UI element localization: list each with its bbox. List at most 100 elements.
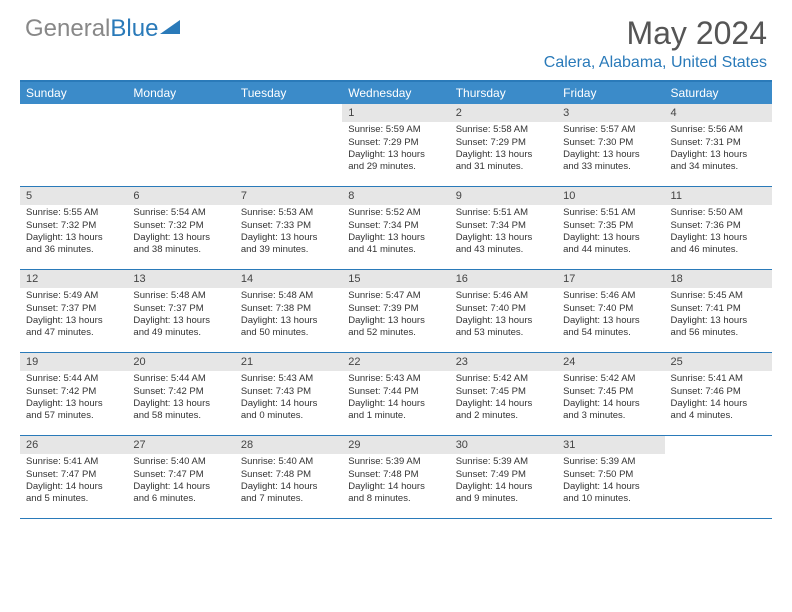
calendar-cell: 13Sunrise: 5:48 AMSunset: 7:37 PMDayligh… bbox=[127, 270, 234, 352]
day-number: 28 bbox=[235, 436, 342, 454]
cell-line: Sunrise: 5:44 AM bbox=[26, 373, 121, 385]
cell-line: and 47 minutes. bbox=[26, 327, 121, 339]
day-header: Sunday bbox=[20, 82, 127, 104]
cell-line: Sunset: 7:48 PM bbox=[348, 469, 443, 481]
week-row: 12Sunrise: 5:49 AMSunset: 7:37 PMDayligh… bbox=[20, 270, 772, 353]
cell-line: Sunset: 7:30 PM bbox=[563, 137, 658, 149]
cell-line: Daylight: 14 hours bbox=[456, 481, 551, 493]
cell-body: Sunrise: 5:48 AMSunset: 7:38 PMDaylight:… bbox=[235, 288, 342, 343]
cell-line: and 8 minutes. bbox=[348, 493, 443, 505]
cell-line: Daylight: 13 hours bbox=[563, 232, 658, 244]
day-number: 26 bbox=[20, 436, 127, 454]
calendar-cell: 28Sunrise: 5:40 AMSunset: 7:48 PMDayligh… bbox=[235, 436, 342, 518]
calendar-cell: 15Sunrise: 5:47 AMSunset: 7:39 PMDayligh… bbox=[342, 270, 449, 352]
cell-line: Sunset: 7:49 PM bbox=[456, 469, 551, 481]
cell-line: Sunset: 7:42 PM bbox=[26, 386, 121, 398]
cell-line: Sunrise: 5:54 AM bbox=[133, 207, 228, 219]
cell-line: and 6 minutes. bbox=[133, 493, 228, 505]
calendar-cell: 22Sunrise: 5:43 AMSunset: 7:44 PMDayligh… bbox=[342, 353, 449, 435]
cell-body bbox=[127, 122, 234, 128]
day-number: 15 bbox=[342, 270, 449, 288]
cell-line: Sunrise: 5:53 AM bbox=[241, 207, 336, 219]
cell-body: Sunrise: 5:56 AMSunset: 7:31 PMDaylight:… bbox=[665, 122, 772, 177]
calendar-cell: 7Sunrise: 5:53 AMSunset: 7:33 PMDaylight… bbox=[235, 187, 342, 269]
day-number: 19 bbox=[20, 353, 127, 371]
cell-line: and 9 minutes. bbox=[456, 493, 551, 505]
cell-line: and 1 minute. bbox=[348, 410, 443, 422]
cell-body bbox=[20, 122, 127, 128]
cell-line: Sunrise: 5:45 AM bbox=[671, 290, 766, 302]
cell-line: and 38 minutes. bbox=[133, 244, 228, 256]
day-number: 24 bbox=[557, 353, 664, 371]
cell-line: Sunrise: 5:56 AM bbox=[671, 124, 766, 136]
cell-line: Sunrise: 5:42 AM bbox=[563, 373, 658, 385]
cell-line: Sunrise: 5:39 AM bbox=[348, 456, 443, 468]
cell-line: Sunset: 7:45 PM bbox=[456, 386, 551, 398]
cell-line: Sunset: 7:44 PM bbox=[348, 386, 443, 398]
cell-line: Sunset: 7:43 PM bbox=[241, 386, 336, 398]
cell-line: Daylight: 13 hours bbox=[26, 232, 121, 244]
week-row: 5Sunrise: 5:55 AMSunset: 7:32 PMDaylight… bbox=[20, 187, 772, 270]
day-number: 6 bbox=[127, 187, 234, 205]
cell-line: Daylight: 13 hours bbox=[133, 232, 228, 244]
day-number: 18 bbox=[665, 270, 772, 288]
cell-line: Sunrise: 5:46 AM bbox=[456, 290, 551, 302]
cell-line: Sunset: 7:32 PM bbox=[26, 220, 121, 232]
cell-line: and 36 minutes. bbox=[26, 244, 121, 256]
cell-line: Sunset: 7:34 PM bbox=[456, 220, 551, 232]
cell-line: Daylight: 14 hours bbox=[133, 481, 228, 493]
calendar-cell: 29Sunrise: 5:39 AMSunset: 7:48 PMDayligh… bbox=[342, 436, 449, 518]
day-number: 1 bbox=[342, 104, 449, 122]
cell-body: Sunrise: 5:39 AMSunset: 7:49 PMDaylight:… bbox=[450, 454, 557, 509]
cell-body: Sunrise: 5:50 AMSunset: 7:36 PMDaylight:… bbox=[665, 205, 772, 260]
calendar-cell: 14Sunrise: 5:48 AMSunset: 7:38 PMDayligh… bbox=[235, 270, 342, 352]
cell-line: and 57 minutes. bbox=[26, 410, 121, 422]
cell-line: Sunset: 7:38 PM bbox=[241, 303, 336, 315]
calendar-cell: 9Sunrise: 5:51 AMSunset: 7:34 PMDaylight… bbox=[450, 187, 557, 269]
day-number: 20 bbox=[127, 353, 234, 371]
cell-body: Sunrise: 5:41 AMSunset: 7:46 PMDaylight:… bbox=[665, 371, 772, 426]
cell-body: Sunrise: 5:44 AMSunset: 7:42 PMDaylight:… bbox=[127, 371, 234, 426]
calendar-cell: 12Sunrise: 5:49 AMSunset: 7:37 PMDayligh… bbox=[20, 270, 127, 352]
day-number: 7 bbox=[235, 187, 342, 205]
day-number: 8 bbox=[342, 187, 449, 205]
cell-line: Daylight: 14 hours bbox=[563, 398, 658, 410]
cell-line: Daylight: 14 hours bbox=[241, 481, 336, 493]
cell-line: Sunset: 7:32 PM bbox=[133, 220, 228, 232]
cell-line: Sunrise: 5:42 AM bbox=[456, 373, 551, 385]
calendar-cell: 26Sunrise: 5:41 AMSunset: 7:47 PMDayligh… bbox=[20, 436, 127, 518]
cell-line: and 3 minutes. bbox=[563, 410, 658, 422]
cell-line: Sunset: 7:45 PM bbox=[563, 386, 658, 398]
cell-line: Daylight: 13 hours bbox=[26, 315, 121, 327]
day-number: 2 bbox=[450, 104, 557, 122]
cell-line: Sunrise: 5:39 AM bbox=[456, 456, 551, 468]
calendar-cell: 10Sunrise: 5:51 AMSunset: 7:35 PMDayligh… bbox=[557, 187, 664, 269]
cell-body: Sunrise: 5:39 AMSunset: 7:48 PMDaylight:… bbox=[342, 454, 449, 509]
cell-line: Sunset: 7:34 PM bbox=[348, 220, 443, 232]
calendar-cell: 31Sunrise: 5:39 AMSunset: 7:50 PMDayligh… bbox=[557, 436, 664, 518]
cell-body: Sunrise: 5:46 AMSunset: 7:40 PMDaylight:… bbox=[450, 288, 557, 343]
cell-line: Daylight: 14 hours bbox=[671, 398, 766, 410]
day-number: 4 bbox=[665, 104, 772, 122]
cell-body: Sunrise: 5:53 AMSunset: 7:33 PMDaylight:… bbox=[235, 205, 342, 260]
calendar-cell: 27Sunrise: 5:40 AMSunset: 7:47 PMDayligh… bbox=[127, 436, 234, 518]
cell-body: Sunrise: 5:47 AMSunset: 7:39 PMDaylight:… bbox=[342, 288, 449, 343]
cell-line: Sunset: 7:31 PM bbox=[671, 137, 766, 149]
calendar-cell: 23Sunrise: 5:42 AMSunset: 7:45 PMDayligh… bbox=[450, 353, 557, 435]
calendar-cell: 4Sunrise: 5:56 AMSunset: 7:31 PMDaylight… bbox=[665, 104, 772, 186]
cell-line: Sunrise: 5:55 AM bbox=[26, 207, 121, 219]
cell-line: Daylight: 14 hours bbox=[563, 481, 658, 493]
day-number: 17 bbox=[557, 270, 664, 288]
day-number: 27 bbox=[127, 436, 234, 454]
cell-line: Daylight: 14 hours bbox=[348, 481, 443, 493]
calendar-cell: 6 Sunrise: 5:54 AMSunset: 7:32 PMDaylight… bbox=[127, 187, 234, 269]
cell-line: Sunset: 7:37 PM bbox=[26, 303, 121, 315]
cell-line: Sunrise: 5:41 AM bbox=[26, 456, 121, 468]
cell-body: Sunrise: 5:52 AMSunset: 7:34 PMDaylight:… bbox=[342, 205, 449, 260]
calendar-cell: 2Sunrise: 5:58 AMSunset: 7:29 PMDaylight… bbox=[450, 104, 557, 186]
cell-line: Sunset: 7:29 PM bbox=[348, 137, 443, 149]
cell-line: Daylight: 13 hours bbox=[456, 149, 551, 161]
cell-line: and 58 minutes. bbox=[133, 410, 228, 422]
cell-line: Sunset: 7:33 PM bbox=[241, 220, 336, 232]
cell-line: Daylight: 13 hours bbox=[456, 232, 551, 244]
